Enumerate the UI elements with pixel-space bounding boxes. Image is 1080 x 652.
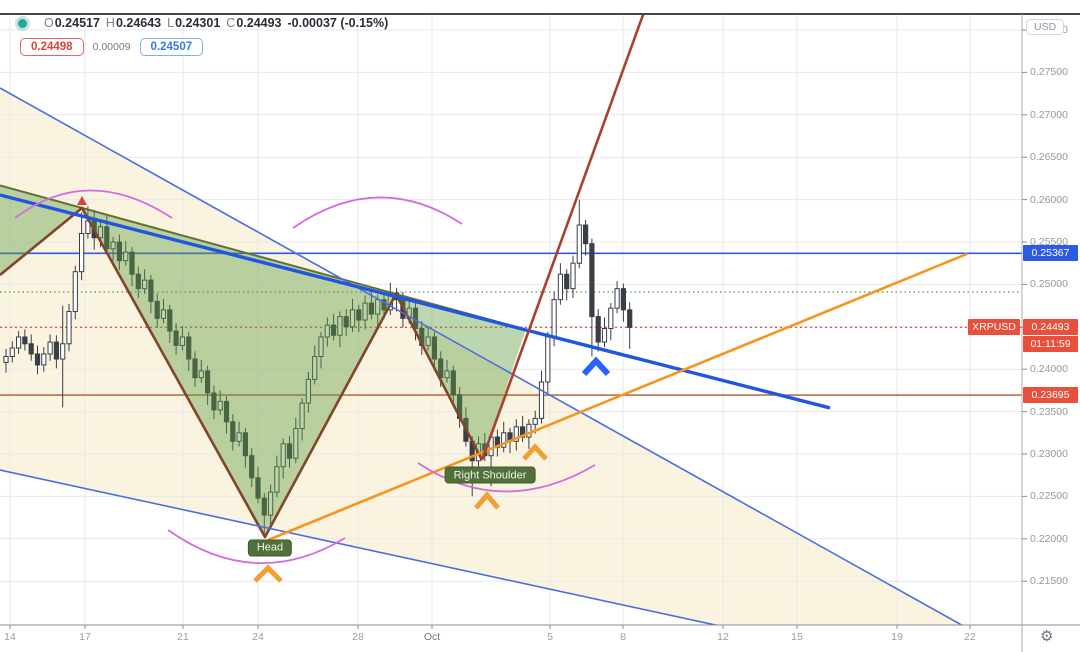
- time-tick-label: 8: [620, 631, 626, 643]
- last-price-badge: 0.24493: [1023, 319, 1078, 336]
- currency-toggle[interactable]: USD: [1026, 19, 1065, 35]
- bid-ask-row: 0.24498 0.00009 0.24507: [20, 38, 204, 56]
- candles-layer: [3, 199, 633, 536]
- change-value: -0.00037: [287, 16, 337, 30]
- settings-gear-icon[interactable]: ⚙: [1040, 627, 1054, 645]
- alert-price-badge: 0.25367: [1023, 245, 1078, 262]
- change-percent: (-0.15%): [340, 16, 389, 30]
- arc-right-shoulder-bottom: [417, 462, 596, 493]
- time-tick-label: 24: [252, 631, 264, 643]
- high-label: H: [105, 16, 115, 30]
- symbol-status-dot[interactable]: [18, 18, 27, 28]
- spread-value: 0.00009: [92, 41, 131, 53]
- open-value: 0.24517: [54, 16, 100, 30]
- pattern-fill: [0, 185, 526, 538]
- support-price-badge: 0.23695: [1023, 387, 1078, 404]
- grid-layer: [0, 14, 1022, 625]
- pattern-label-right-shoulder[interactable]: Right Shoulder: [444, 466, 536, 484]
- price-tick-label: 0.27500: [1030, 66, 1068, 79]
- breakout-line: [480, 14, 645, 461]
- low-label: L: [167, 16, 175, 30]
- pattern-point-marker: [77, 195, 87, 205]
- neckline-trendline: [0, 193, 831, 410]
- arc-second-peak-top: [292, 196, 463, 229]
- price-tick-label: 0.25500: [1030, 236, 1068, 248]
- price-tick-label: 0.26000: [1030, 193, 1068, 206]
- time-tick-label: 28: [352, 631, 364, 643]
- chevron-right-shoulder: [474, 491, 500, 510]
- time-tick-label: 5: [547, 631, 553, 643]
- price-tick-label: 0.23500: [1030, 405, 1068, 418]
- low-value: 0.24301: [175, 16, 221, 30]
- chevron-breakout-base: [522, 443, 548, 461]
- arc-left-shoulder-top: [14, 189, 173, 219]
- price-tick-label: 0.27000: [1030, 108, 1068, 121]
- price-tick-label: 0.22500: [1030, 490, 1068, 503]
- chevron-head: [253, 564, 283, 583]
- open-label: O: [44, 16, 54, 30]
- time-tick-label: Oct: [423, 631, 441, 643]
- countdown-badge: 01:11:59: [1023, 335, 1078, 352]
- time-tick-label: 21: [177, 631, 189, 643]
- time-tick-label: 14: [4, 631, 16, 643]
- symbol-legend: O0.24517 H0.24643 L0.24301 C0.24493 -0.00037…: [18, 16, 388, 30]
- high-value: 0.24643: [115, 16, 162, 30]
- ascending-support-line: [267, 252, 968, 542]
- buy-ask-button[interactable]: 0.24507: [139, 38, 204, 56]
- symbol-price-chip: XRPUSD: [968, 319, 1020, 336]
- price-tick-label: 0.25000: [1030, 278, 1068, 291]
- plot-area: [0, 14, 1022, 625]
- arc-head-bottom: [167, 529, 346, 565]
- channel-lower-line: [0, 469, 720, 625]
- time-tick-label: 22: [964, 631, 976, 643]
- axis-chrome: [0, 13, 1080, 652]
- pattern-label-head[interactable]: Head: [247, 539, 293, 557]
- channel-upper-line: [0, 87, 964, 625]
- chevron-retest: [581, 356, 611, 377]
- close-value: 0.24493: [236, 16, 282, 30]
- price-tick-label: 0.21500: [1030, 575, 1068, 588]
- price-tick-label: 0.24000: [1030, 363, 1068, 376]
- time-tick-label: 12: [717, 631, 729, 643]
- sell-bid-button[interactable]: 0.24498: [20, 38, 84, 56]
- time-tick-label: 17: [79, 631, 91, 643]
- time-tick-label: 15: [791, 631, 803, 643]
- price-tick-label: 0.23000: [1030, 448, 1068, 460]
- pattern-zigzag: [0, 206, 484, 539]
- price-tick-label: 0.22000: [1030, 532, 1068, 545]
- close-label: C: [226, 16, 236, 30]
- price-tick-label: 0.26500: [1030, 151, 1068, 164]
- time-tick-label: 19: [891, 631, 903, 643]
